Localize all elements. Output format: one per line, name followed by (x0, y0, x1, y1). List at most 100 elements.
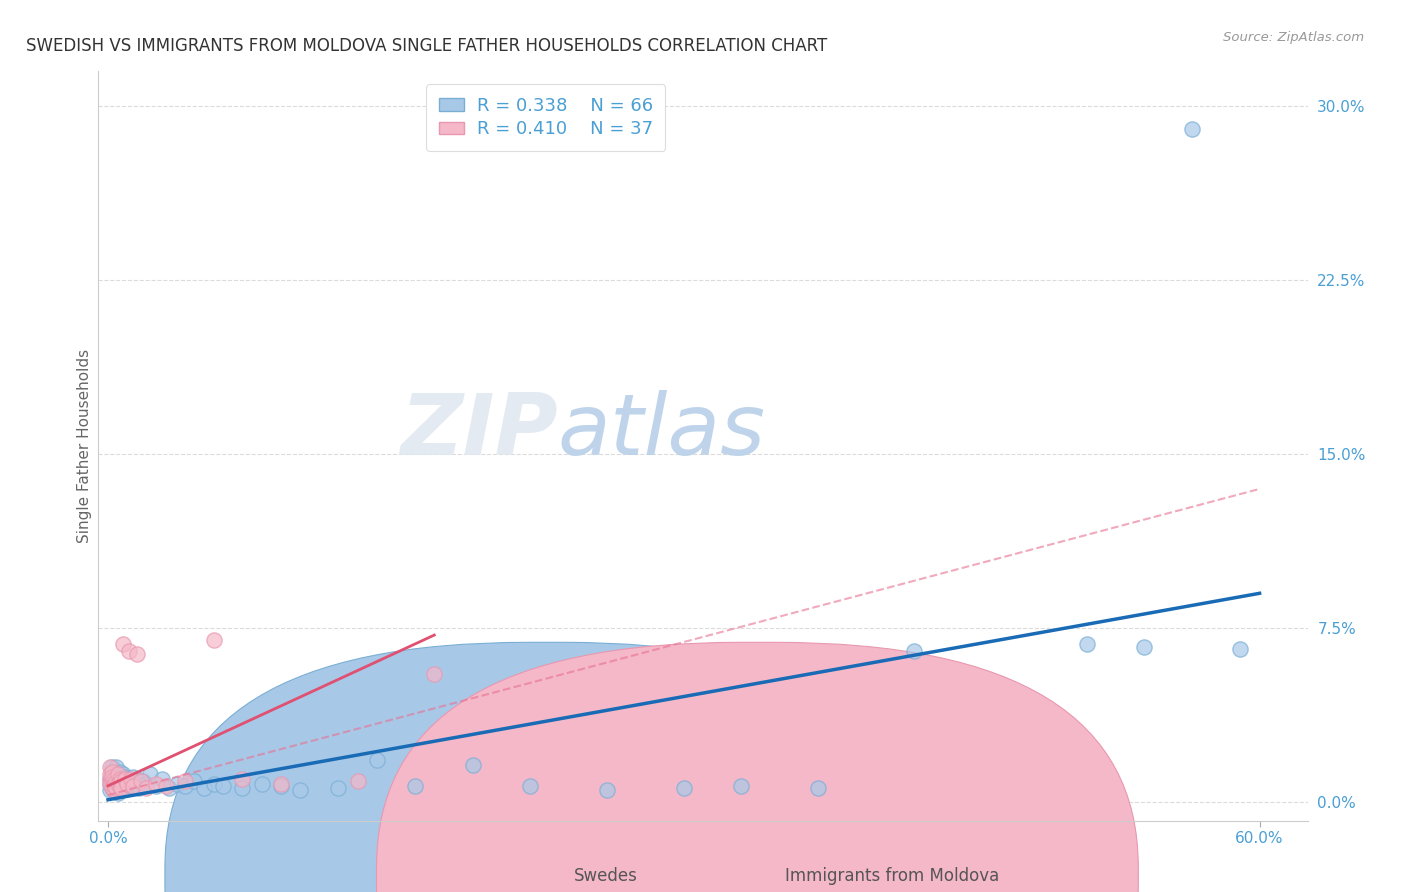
Point (250, 776, 273, 790)
Point (115, 772, 138, 786)
Point (110, 772, 132, 786)
Point (107, 767, 129, 781)
Point (202, 776, 225, 790)
Point (672, 781, 695, 796)
Point (1133, 640, 1156, 654)
Text: Swedes: Swedes (574, 867, 637, 885)
Point (159, 781, 181, 796)
Point (104, 776, 127, 790)
Point (110, 774, 132, 789)
Point (129, 774, 152, 789)
Point (101, 770, 124, 784)
Point (104, 781, 127, 796)
Point (145, 779, 167, 793)
Point (101, 776, 124, 790)
Point (231, 772, 253, 786)
Point (270, 779, 292, 793)
Point (231, 781, 253, 796)
Point (125, 647, 148, 661)
Point (103, 783, 125, 797)
Point (101, 774, 124, 789)
Point (103, 779, 125, 793)
Point (98, 783, 121, 797)
Point (288, 783, 311, 797)
Point (122, 770, 145, 784)
Point (135, 776, 157, 790)
Point (104, 760, 127, 774)
Text: SWEDISH VS IMMIGRANTS FROM MOLDOVA SINGLE FATHER HOUSEHOLDS CORRELATION CHART: SWEDISH VS IMMIGRANTS FROM MOLDOVA SINGL… (25, 37, 827, 54)
Text: ZIP: ZIP (401, 390, 558, 473)
Point (120, 779, 142, 793)
Point (104, 781, 127, 796)
Point (461, 758, 484, 772)
Point (103, 764, 125, 779)
Point (346, 774, 368, 789)
Point (120, 772, 142, 786)
Point (128, 781, 150, 796)
Point (124, 776, 146, 790)
Point (118, 774, 141, 789)
Point (107, 786, 129, 800)
Point (807, 781, 830, 796)
Point (328, 781, 350, 796)
Point (101, 781, 124, 796)
Point (108, 779, 131, 793)
Point (110, 781, 132, 796)
Point (183, 774, 205, 789)
Y-axis label: Single Father Households: Single Father Households (77, 349, 91, 543)
Point (139, 767, 162, 781)
Point (145, 776, 167, 790)
Point (98, 767, 121, 781)
Point (104, 774, 127, 789)
FancyBboxPatch shape (165, 642, 927, 892)
Point (131, 774, 153, 789)
Point (112, 776, 135, 790)
Point (98, 776, 121, 790)
Point (107, 776, 129, 790)
Point (98, 776, 121, 790)
Point (98, 772, 121, 786)
Point (122, 779, 145, 793)
Point (98, 772, 121, 786)
Point (101, 781, 124, 796)
Point (115, 776, 138, 790)
Point (107, 767, 129, 781)
Point (107, 772, 129, 786)
Point (135, 781, 157, 796)
Point (212, 779, 235, 793)
Point (103, 774, 125, 789)
Point (903, 644, 925, 658)
Point (1076, 637, 1098, 651)
Text: atlas: atlas (558, 390, 766, 473)
Point (104, 770, 127, 784)
Point (112, 637, 135, 651)
Point (166, 776, 188, 790)
Point (98, 760, 121, 774)
Point (114, 772, 136, 786)
Point (202, 632, 225, 647)
Point (173, 779, 195, 793)
Point (110, 779, 132, 793)
Point (366, 753, 388, 767)
Point (101, 764, 124, 779)
Point (108, 774, 131, 789)
Text: Immigrants from Moldova: Immigrants from Moldova (785, 867, 1000, 885)
Point (596, 783, 619, 797)
Point (730, 779, 752, 793)
FancyBboxPatch shape (377, 642, 1139, 892)
Point (118, 644, 141, 658)
Point (108, 772, 131, 786)
Point (103, 772, 125, 786)
Point (101, 760, 124, 774)
Point (519, 779, 541, 793)
Point (114, 770, 136, 784)
Point (101, 767, 124, 781)
Point (404, 779, 426, 793)
Point (103, 783, 125, 797)
Point (1229, 642, 1251, 657)
Point (270, 776, 292, 790)
Point (155, 779, 177, 793)
Point (423, 667, 446, 681)
Point (125, 772, 148, 786)
Legend: R = 0.338    N = 66, R = 0.410    N = 37: R = 0.338 N = 66, R = 0.410 N = 37 (426, 84, 665, 151)
